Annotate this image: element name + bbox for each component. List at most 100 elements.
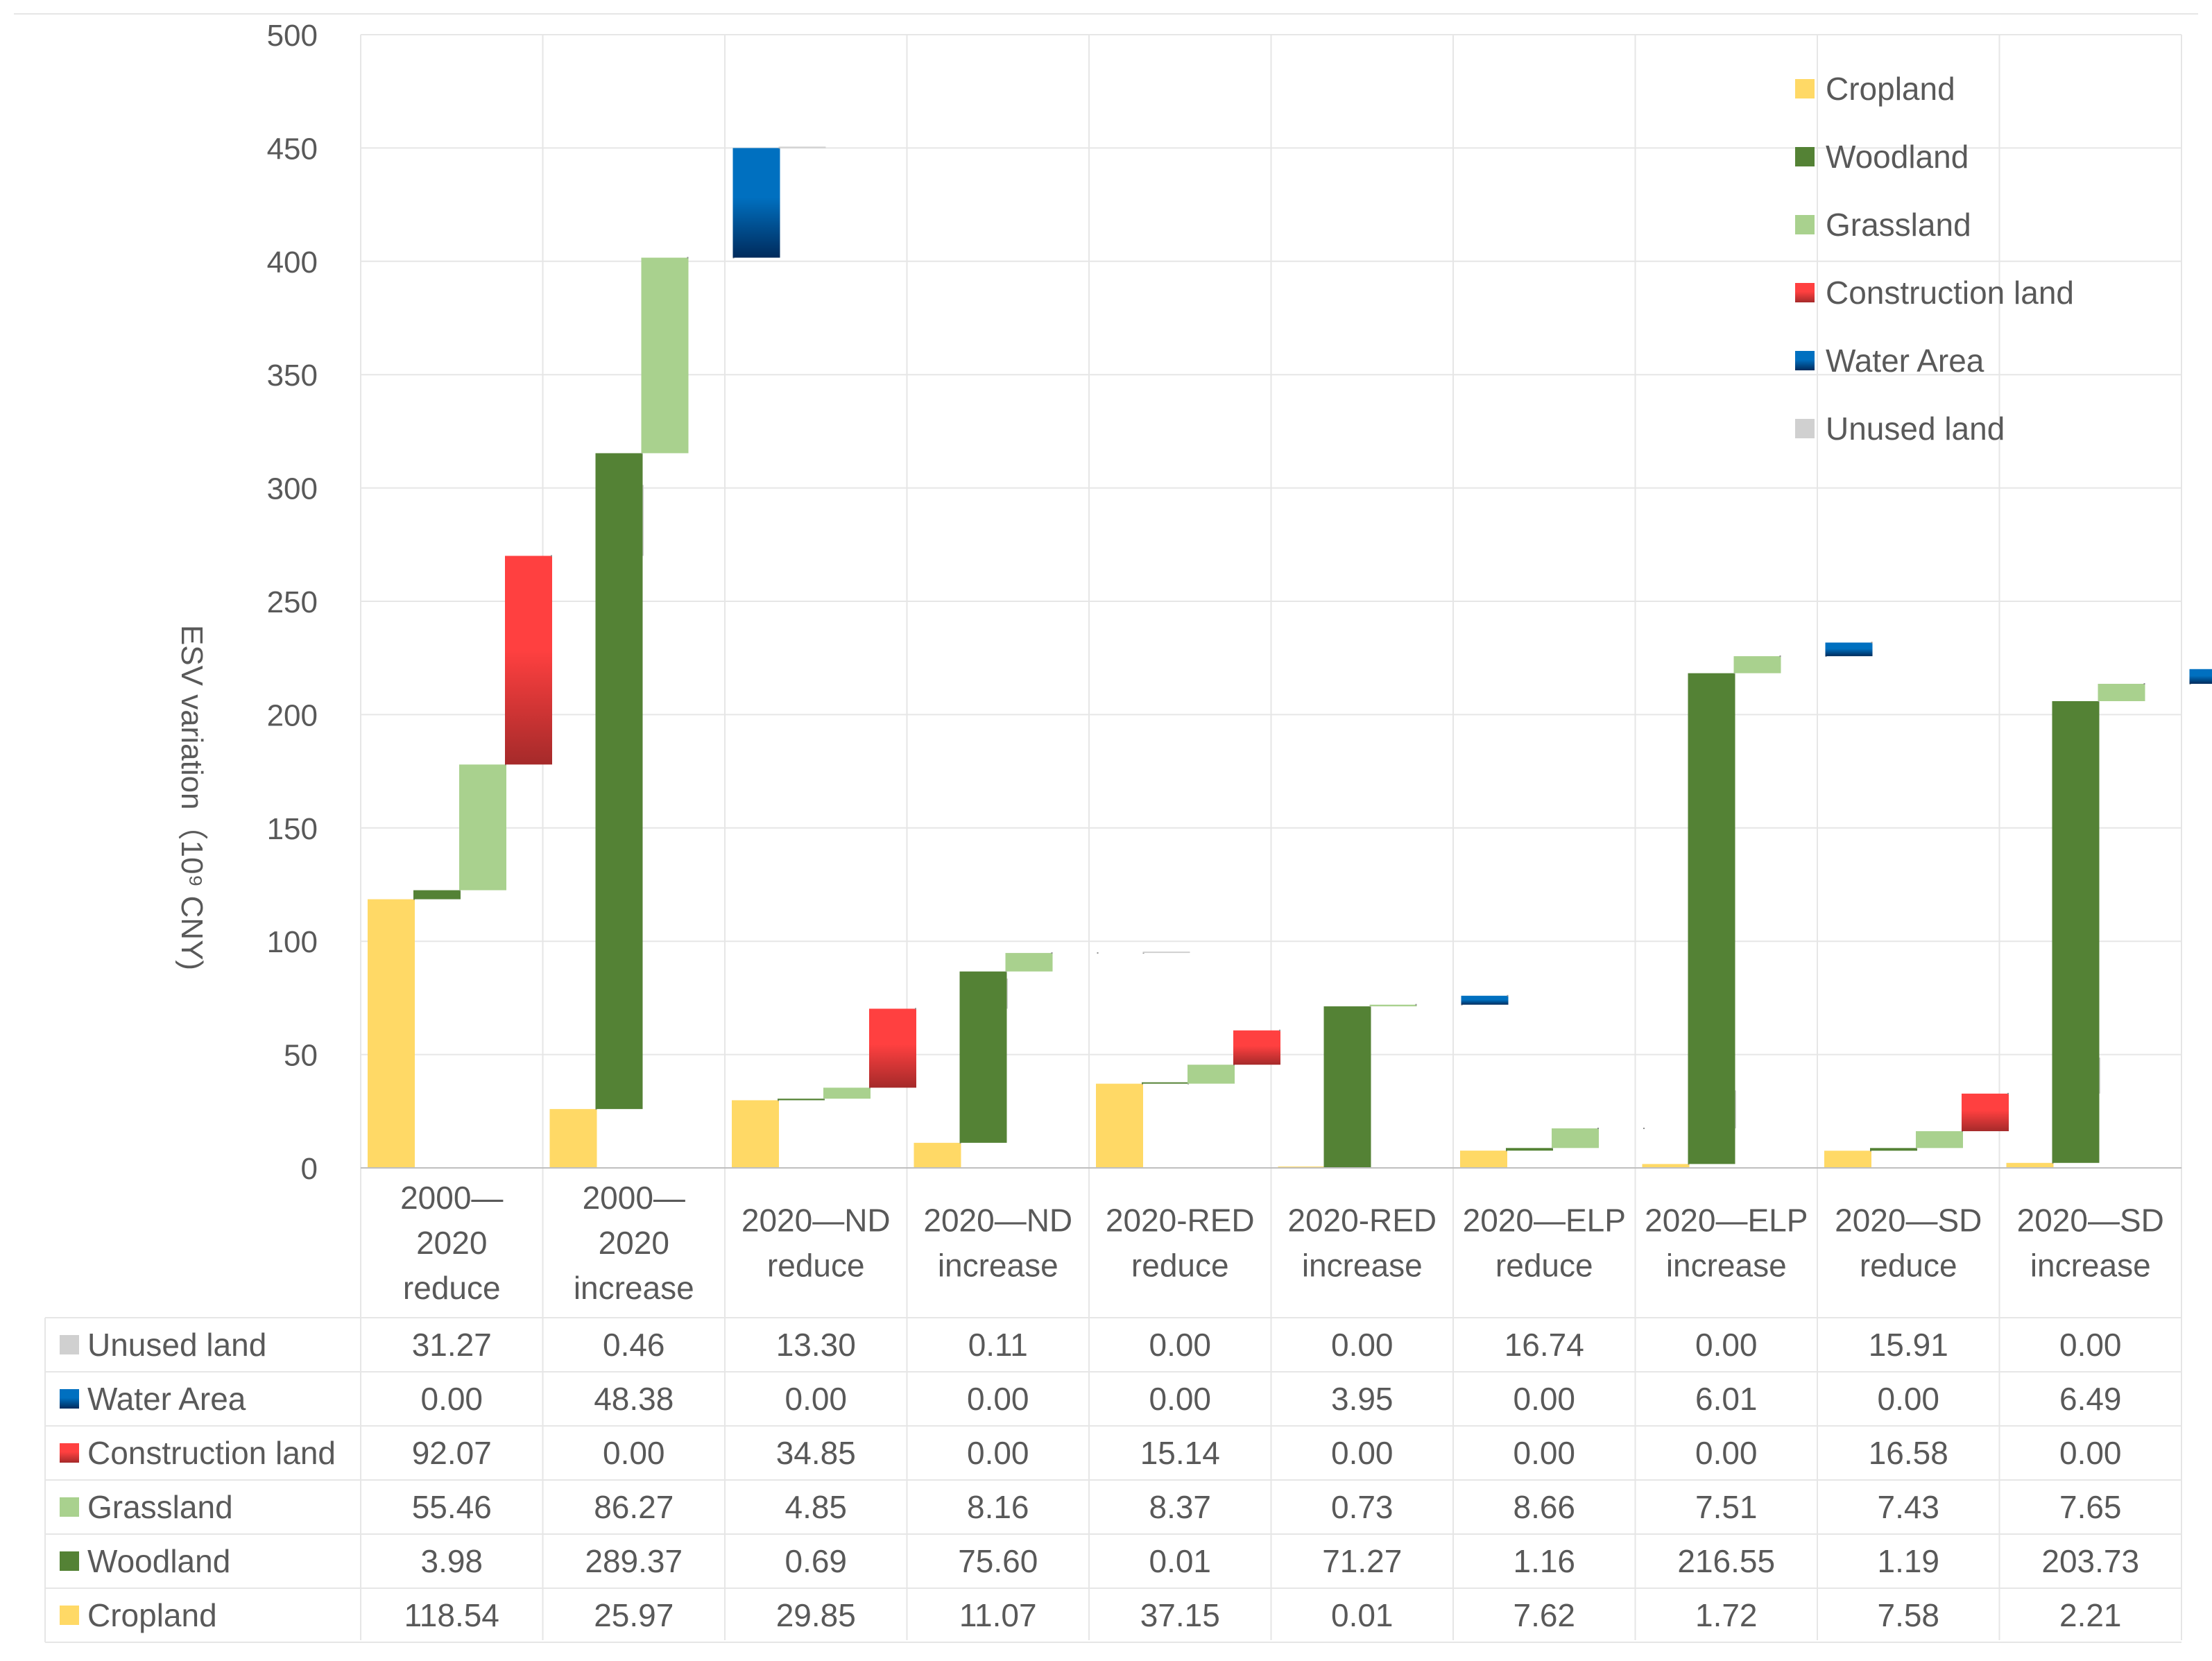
- bar-water-area-8: [1825, 642, 1873, 657]
- legend: Cropland Woodland Grassland Construction la…: [1795, 71, 2074, 447]
- category-label: 2000—: [583, 1180, 685, 1216]
- bar-water-area-6: [1461, 995, 1509, 1005]
- table-cell: 203.73: [2041, 1543, 2139, 1579]
- table-cell: 1.19: [1877, 1543, 1939, 1579]
- category-label: increase: [574, 1270, 694, 1306]
- y-tick-label: 50: [284, 1039, 318, 1073]
- table-cell: 0.69: [785, 1543, 847, 1579]
- category-label: reduce: [1860, 1248, 1957, 1284]
- table-cell: 1.72: [1695, 1597, 1758, 1633]
- bar-grassland-9: [1916, 1131, 1963, 1148]
- table-cell: 3.98: [420, 1543, 483, 1579]
- table-cell: 0.11: [968, 1327, 1028, 1363]
- bar-grassland-4: [1005, 953, 1053, 972]
- table-cell: 37.15: [1140, 1597, 1220, 1633]
- table-cell: 8.16: [967, 1489, 1029, 1525]
- table-cell: 1.16: [1513, 1543, 1575, 1579]
- bar-cropland-10: [2006, 1162, 2054, 1168]
- table-cell: 0.00: [603, 1435, 665, 1471]
- bar-grassland-5: [1188, 1065, 1235, 1084]
- data-table: 2000— 2020 reduce 2000— 2020 increase 2020—ND r…: [44, 1180, 2181, 1643]
- table-cell: 0.00: [2059, 1327, 2122, 1363]
- table-cell: 86.27: [594, 1489, 674, 1525]
- category-label: reduce: [1495, 1248, 1593, 1284]
- table-cell: 25.97: [594, 1597, 674, 1633]
- table-row-label-unused-land: Unused land: [87, 1327, 266, 1363]
- table-swatch-water-area: [60, 1389, 79, 1409]
- table-cell: 0.00: [1331, 1435, 1394, 1471]
- category-label: 2020—ELP: [1645, 1203, 1808, 1239]
- table-cell: 0.01: [1149, 1543, 1211, 1579]
- category-label: 2020: [416, 1225, 487, 1261]
- bar-woodland-7: [1506, 1148, 1553, 1151]
- table-cell: 92.07: [412, 1435, 492, 1471]
- category-label: increase: [2030, 1248, 2151, 1284]
- y-tick-label: 300: [267, 472, 318, 506]
- table-cell: 0.73: [1331, 1489, 1394, 1525]
- table-cell: 7.65: [2059, 1489, 2122, 1525]
- bars: [361, 146, 2212, 1169]
- table-cell: 0.00: [1513, 1435, 1575, 1471]
- bar-cropland-1: [368, 899, 415, 1168]
- table-cell: 0.00: [2059, 1435, 2122, 1471]
- table-swatch-grassland: [60, 1497, 79, 1517]
- bar-woodland-10: [2052, 700, 2100, 1163]
- table-cell: 48.38: [594, 1381, 674, 1417]
- table-cell: 0.00: [1695, 1327, 1758, 1363]
- table-row-label-water-area: Water Area: [87, 1381, 246, 1417]
- y-tick-label: 0: [301, 1152, 318, 1186]
- category-label: 2020—SD: [1835, 1203, 1982, 1239]
- category-label: 2020—ND: [741, 1203, 891, 1239]
- table-swatch-construction-land: [60, 1443, 79, 1463]
- table-swatch-woodland: [60, 1551, 79, 1571]
- table-cell: 7.43: [1877, 1489, 1939, 1525]
- bar-woodland-3: [778, 1099, 825, 1101]
- bar-grassland-10: [2098, 683, 2145, 701]
- y-tick-label: 450: [267, 132, 318, 166]
- category-label: 2020—ND: [923, 1203, 1072, 1239]
- bar-cropland-2: [549, 1109, 597, 1168]
- y-axis-label: ESV variation（10⁹ CNY): [175, 625, 209, 970]
- bar-woodland-8: [1688, 673, 1735, 1164]
- bar-construction-land-1: [505, 556, 552, 765]
- bar-water-area-2: [732, 148, 780, 258]
- category-label: 2020-RED: [1106, 1203, 1255, 1239]
- table-cell: 0.00: [785, 1381, 847, 1417]
- table-cell: 8.37: [1149, 1489, 1211, 1525]
- y-axis-ticks: 0 50 100 150 200 250 300 350 400 450 500: [267, 19, 318, 1186]
- table-cell: 75.60: [958, 1543, 1038, 1579]
- y-tick-label: 250: [267, 585, 318, 619]
- table-cell: 0.00: [1513, 1381, 1575, 1417]
- table-cell: 31.27: [412, 1327, 492, 1363]
- bar-grassland-1: [459, 764, 506, 890]
- y-tick-label: 100: [267, 925, 318, 959]
- bar-grassland-6: [1369, 1004, 1417, 1007]
- bar-cropland-4: [914, 1142, 961, 1168]
- category-label: increase: [1666, 1248, 1787, 1284]
- table-swatch-unused-land: [60, 1335, 79, 1354]
- table-cell: 15.14: [1140, 1435, 1220, 1471]
- table-cell: 7.58: [1877, 1597, 1939, 1633]
- bar-woodland-6: [1323, 1006, 1371, 1168]
- bar-cropland-9: [1824, 1151, 1871, 1168]
- bar-construction-land-5: [1233, 1030, 1280, 1065]
- table-row-label-cropland: Cropland: [87, 1597, 217, 1633]
- table-cell: 16.58: [1869, 1435, 1948, 1471]
- table-cell: 0.46: [603, 1327, 665, 1363]
- table-row-label-construction-land: Construction land: [87, 1435, 336, 1471]
- bar-grassland-3: [823, 1087, 871, 1099]
- bar-woodland-1: [413, 890, 461, 900]
- legend-swatch-cropland: [1795, 79, 1815, 98]
- table-cell: 11.07: [959, 1597, 1037, 1633]
- table-cell: 6.49: [2059, 1381, 2122, 1417]
- legend-label-cropland: Cropland: [1826, 71, 1955, 107]
- table-cell: 0.00: [967, 1381, 1029, 1417]
- table-cell: 6.01: [1695, 1381, 1758, 1417]
- y-tick-label: 150: [267, 812, 318, 846]
- bar-woodland-5: [1142, 1082, 1189, 1084]
- table-cell: 55.46: [412, 1489, 492, 1525]
- bar-construction-land-9: [1962, 1093, 2009, 1132]
- table-cell: 71.27: [1322, 1543, 1402, 1579]
- table-cell: 7.51: [1695, 1489, 1758, 1525]
